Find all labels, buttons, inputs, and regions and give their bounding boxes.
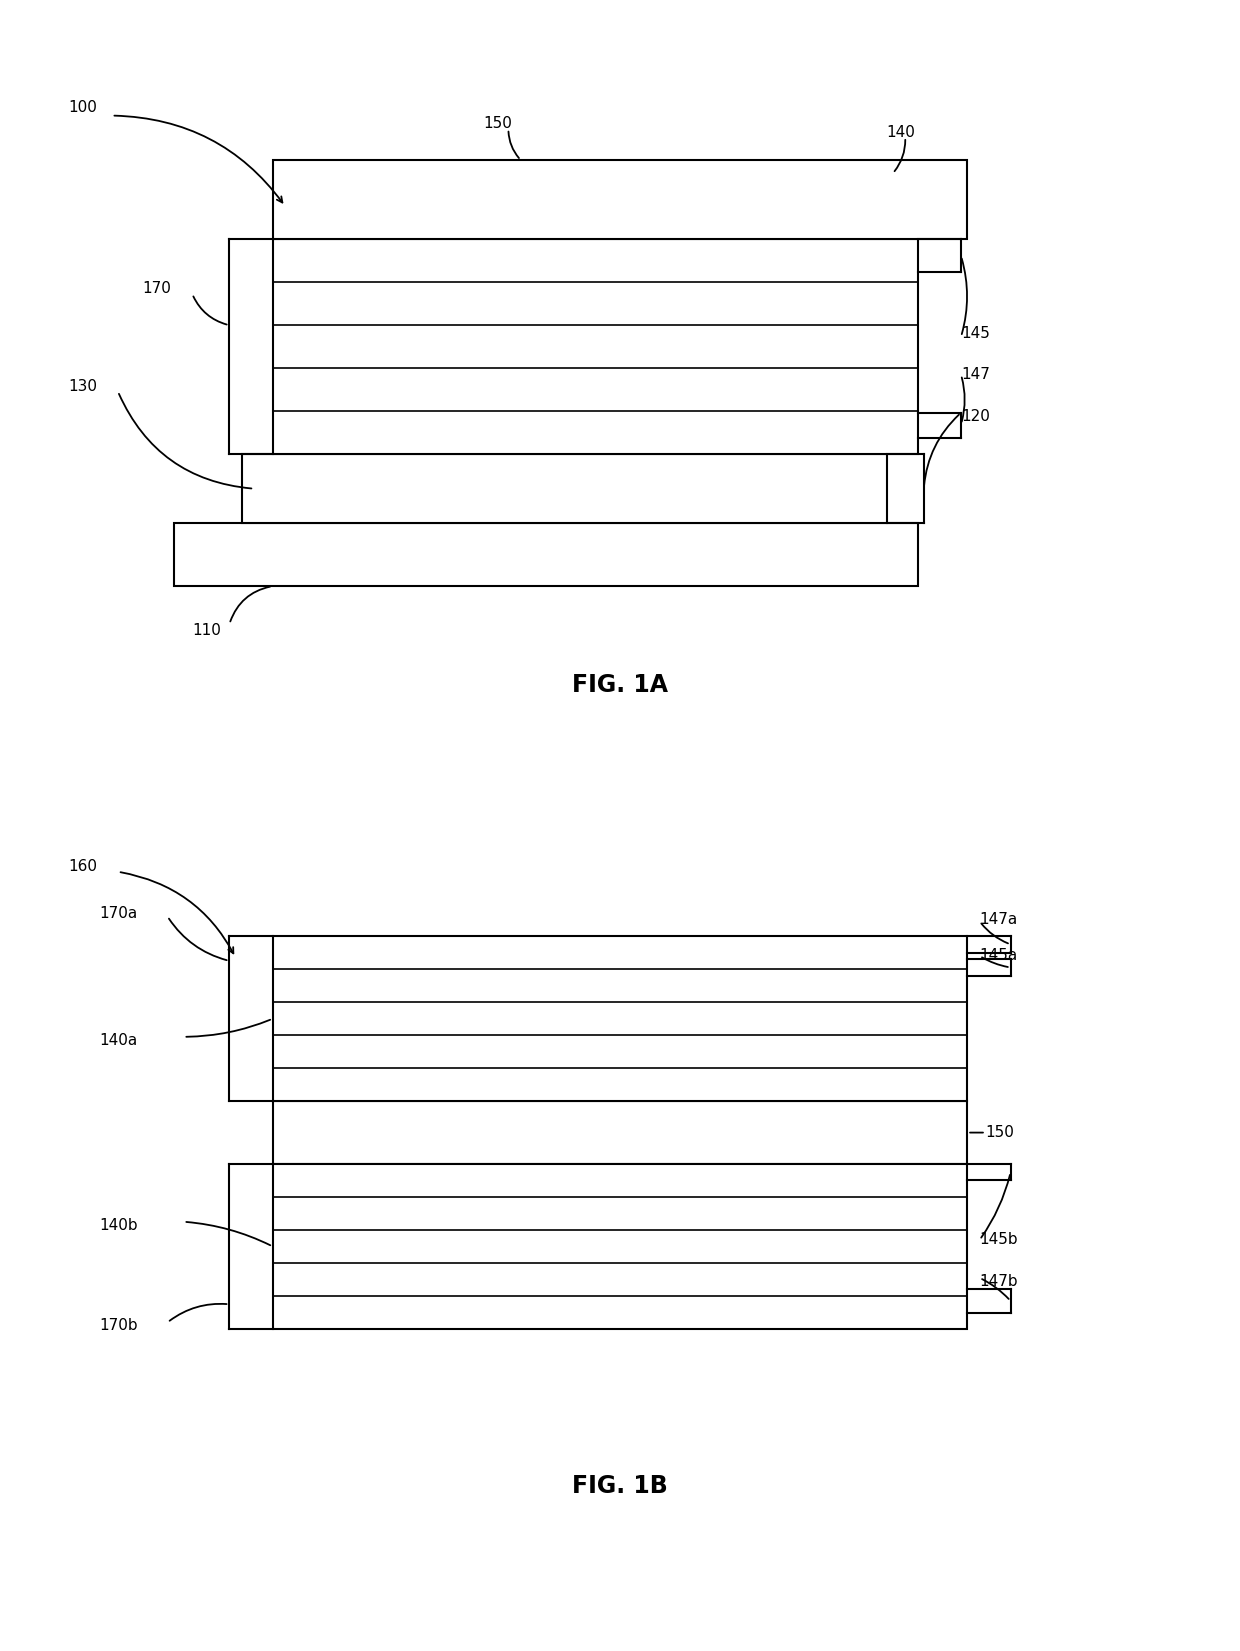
Text: 145: 145 [961, 325, 990, 342]
Text: 147a: 147a [980, 911, 1018, 928]
Bar [174, 523, 918, 586]
Text: 140b: 140b [99, 1217, 138, 1233]
Text: 145a: 145a [980, 948, 1018, 964]
Text: 147: 147 [961, 367, 990, 383]
Text: 170b: 170b [99, 1317, 138, 1334]
Text: 170: 170 [143, 281, 171, 297]
Text: 130: 130 [68, 378, 97, 395]
Bar [273, 1101, 967, 1164]
Text: 100: 100 [68, 99, 97, 116]
Bar [273, 160, 967, 239]
Text: 160: 160 [68, 859, 97, 875]
Bar [273, 1164, 967, 1329]
Text: 150: 150 [986, 1124, 1014, 1141]
Text: 110: 110 [192, 622, 221, 639]
Text: 145b: 145b [980, 1232, 1018, 1248]
Text: 147b: 147b [980, 1273, 1018, 1289]
Text: 150: 150 [484, 116, 512, 132]
Text: 120: 120 [961, 408, 990, 424]
Bar [242, 454, 887, 523]
Text: 140a: 140a [99, 1032, 138, 1048]
Text: FIG. 1B: FIG. 1B [572, 1474, 668, 1497]
Text: 140: 140 [887, 124, 915, 140]
Text: FIG. 1A: FIG. 1A [572, 674, 668, 697]
Bar [273, 936, 967, 1101]
Text: 170a: 170a [99, 905, 138, 921]
Bar [273, 239, 918, 454]
